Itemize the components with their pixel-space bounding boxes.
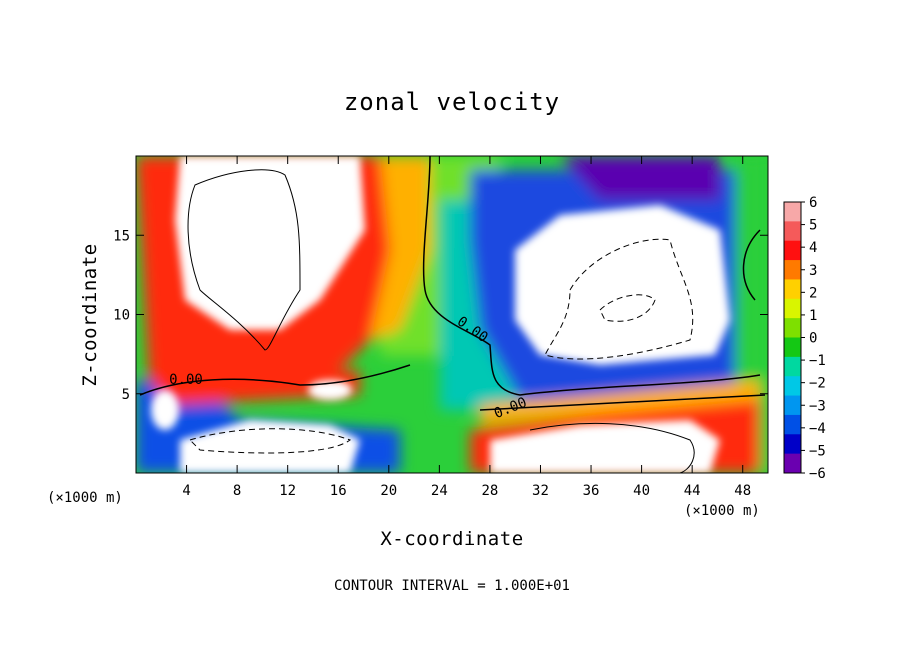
colorbar-tick-label: −4	[809, 421, 826, 437]
colorbar-swatch	[784, 318, 801, 338]
y-tick-label: 10	[113, 308, 130, 324]
x-tick-label: 48	[734, 483, 751, 499]
x-tick-label: 24	[431, 483, 448, 499]
colorbar-swatch	[784, 434, 801, 455]
colorbar-swatch	[784, 453, 801, 474]
colorbar-swatch	[784, 202, 801, 222]
colorbar-swatch	[784, 395, 801, 416]
colorbar-swatch	[784, 240, 801, 261]
chart-title: zonal velocity	[343, 88, 561, 116]
colorbar-tick-label: 5	[809, 218, 817, 234]
colorbar-tick-label: −5	[809, 443, 826, 459]
colorbar-tick-label: −6	[809, 466, 826, 482]
x-tick-label: 4	[182, 483, 190, 499]
x-tick-label: 36	[583, 483, 600, 499]
negative-contours	[189, 238, 694, 454]
x-scale-note-left: (×1000 m)	[47, 490, 123, 506]
colorbar-tick-label: −2	[809, 376, 826, 392]
x-tick-label: 12	[279, 483, 296, 499]
colorbar-tick-label: 0	[809, 331, 817, 347]
colorbar-tick-label: 1	[809, 308, 817, 324]
y-tick-label: 5	[122, 387, 130, 403]
colorbar-tick-label: 6	[809, 195, 817, 211]
thin-contours	[187, 169, 695, 473]
colorbar-swatch	[784, 337, 801, 358]
colorbar-swatch	[784, 356, 801, 377]
colorbar-swatch	[784, 221, 801, 242]
x-tick-label: 44	[684, 483, 701, 499]
y-axis-label: Z-coordinate	[79, 243, 101, 387]
contour-interval-note: CONTOUR INTERVAL = 1.000E+01	[333, 578, 570, 594]
contour-label: 0.00	[169, 372, 203, 388]
colorbar-tick-label: −1	[809, 353, 826, 369]
x-axis: 4 8 12 16 20 24 28 32 36 40 44 48	[182, 156, 751, 499]
zero-contours	[139, 156, 766, 411]
velocity-field	[136, 156, 768, 473]
colorbar-tick-label: 2	[809, 285, 817, 301]
colorbar-swatch	[784, 376, 801, 397]
colorbar: 6 5 4 3 2 1 0 −1 −2 −3 −4 −5 −6	[783, 195, 826, 482]
colorbar-swatch	[784, 260, 801, 280]
x-tick-label: 8	[233, 483, 241, 499]
x-tick-label: 28	[481, 483, 498, 499]
x-tick-label: 20	[380, 483, 397, 499]
y-axis: 5 10 15	[113, 228, 768, 403]
colorbar-tick-label: 4	[809, 240, 817, 256]
colorbar-tick-label: −3	[809, 398, 826, 414]
y-tick-label: 15	[113, 228, 130, 244]
x-tick-label: 32	[532, 483, 549, 499]
colorbar-tick-label: 3	[809, 263, 817, 279]
x-scale-note-right: (×1000 m)	[684, 503, 760, 519]
x-tick-label: 40	[633, 483, 650, 499]
colorbar-swatch	[784, 414, 801, 435]
colorbar-swatch	[784, 298, 801, 319]
x-axis-label: X-coordinate	[380, 528, 524, 550]
colorbar-swatch	[784, 279, 801, 300]
x-tick-label: 16	[330, 483, 347, 499]
